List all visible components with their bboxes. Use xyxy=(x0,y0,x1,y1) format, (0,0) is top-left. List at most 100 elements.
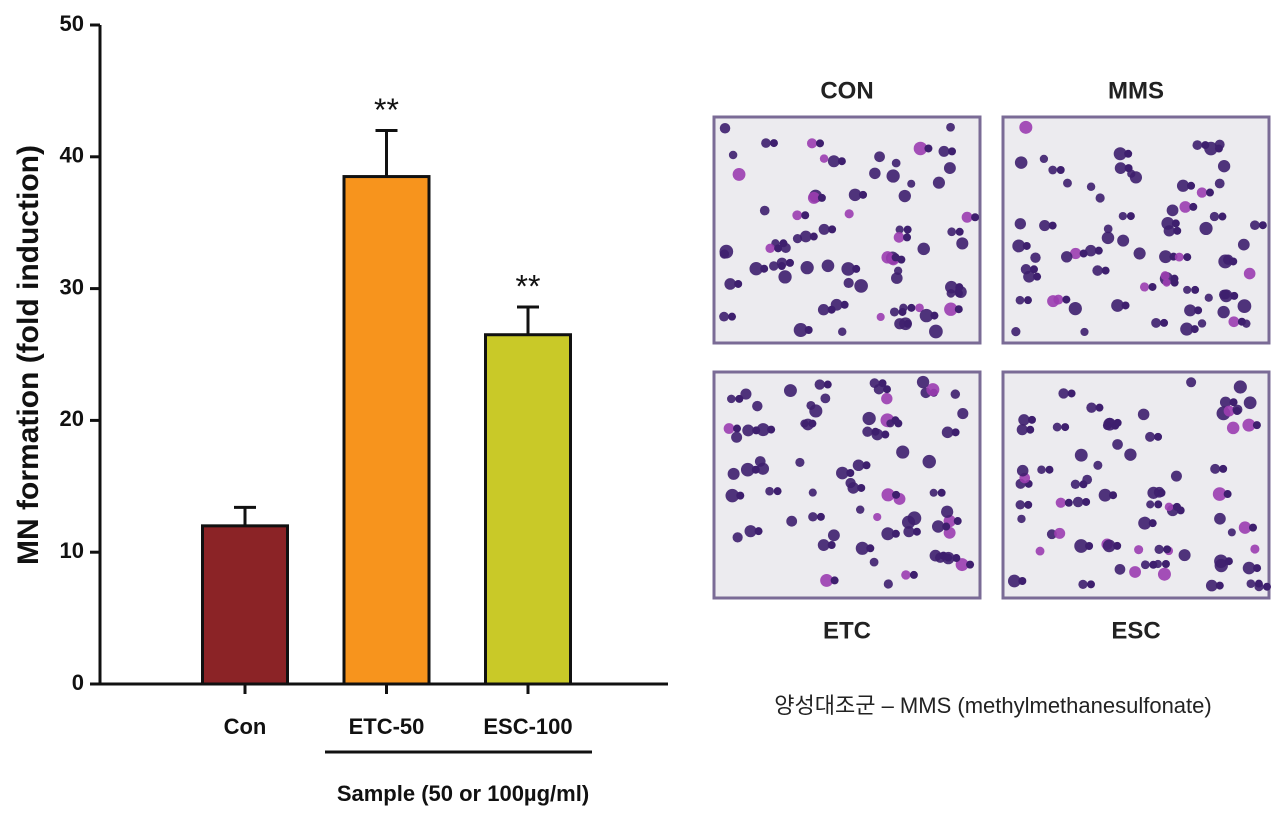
y-tick-label: 50 xyxy=(60,11,84,36)
cell xyxy=(943,162,956,175)
cell xyxy=(1074,448,1088,462)
cell xyxy=(1035,546,1045,556)
cell xyxy=(731,431,743,443)
cell xyxy=(719,311,729,322)
cell xyxy=(1145,431,1156,442)
cell xyxy=(1238,521,1252,534)
cell xyxy=(1082,474,1093,485)
cell xyxy=(898,307,907,316)
cell xyxy=(944,302,958,316)
cell xyxy=(733,424,742,433)
cell xyxy=(892,490,901,499)
y-tick-label: 10 xyxy=(60,538,84,563)
cell xyxy=(1137,408,1150,421)
cell xyxy=(896,445,910,459)
cell xyxy=(1069,247,1082,260)
cell xyxy=(859,190,868,199)
panel-label: ESC xyxy=(1111,617,1160,644)
cell xyxy=(1170,470,1182,482)
cell xyxy=(1250,220,1260,231)
cell xyxy=(881,527,895,541)
cell xyxy=(1170,278,1179,287)
cell xyxy=(1024,500,1033,509)
cell xyxy=(840,300,849,309)
cell xyxy=(1179,201,1192,213)
cell xyxy=(1253,564,1262,573)
cell xyxy=(946,122,955,132)
cell xyxy=(926,383,940,397)
cell xyxy=(817,193,826,202)
cell xyxy=(1192,140,1203,150)
cell xyxy=(881,251,894,264)
cell xyxy=(1224,557,1233,566)
cell xyxy=(785,258,794,267)
cell xyxy=(881,392,893,405)
cell xyxy=(1148,519,1157,528)
cell xyxy=(827,155,840,168)
cell xyxy=(760,264,769,273)
cell xyxy=(1070,479,1081,489)
cell xyxy=(783,384,797,398)
bar xyxy=(342,175,431,686)
cell xyxy=(915,303,924,313)
cell xyxy=(954,286,967,298)
cell xyxy=(924,144,933,153)
cell xyxy=(907,511,922,526)
panel-label: MMS xyxy=(1108,77,1164,104)
cell xyxy=(1019,120,1033,134)
cell xyxy=(1007,574,1021,588)
cell xyxy=(801,418,814,431)
cell xyxy=(1072,496,1084,508)
cell xyxy=(1189,202,1198,211)
cell xyxy=(795,457,805,467)
significance: ** xyxy=(516,269,541,305)
cell xyxy=(838,327,847,336)
cell xyxy=(971,213,980,222)
cell xyxy=(1154,432,1163,441)
cell xyxy=(1232,404,1243,415)
cell xyxy=(820,393,831,404)
cell xyxy=(1129,566,1141,578)
cell xyxy=(1219,396,1232,408)
y-tick-label: 30 xyxy=(60,274,84,299)
cell xyxy=(744,525,757,538)
cell xyxy=(818,223,830,235)
cell xyxy=(1262,582,1271,591)
cell xyxy=(1095,193,1105,203)
cell xyxy=(882,385,891,394)
cell xyxy=(1129,171,1143,184)
cell xyxy=(1210,463,1221,474)
cell xyxy=(881,488,895,502)
cell xyxy=(1186,377,1197,388)
cell xyxy=(1227,528,1236,537)
cell xyxy=(1223,405,1235,417)
cell xyxy=(1030,252,1041,263)
cell xyxy=(1157,567,1171,581)
cell xyxy=(777,262,786,271)
cell xyxy=(931,520,945,533)
cell xyxy=(1154,544,1164,554)
cell xyxy=(799,230,812,243)
cell xyxy=(769,139,778,148)
cell xyxy=(1229,398,1238,407)
cell xyxy=(820,573,834,587)
significance: ** xyxy=(374,92,399,128)
cell xyxy=(724,278,737,290)
cell xyxy=(1067,389,1076,398)
cell xyxy=(1054,527,1066,539)
cell xyxy=(874,151,885,163)
cell xyxy=(1015,295,1025,305)
cell xyxy=(837,157,846,166)
cell xyxy=(1033,272,1042,281)
bar xyxy=(201,524,289,686)
cell xyxy=(1174,252,1184,262)
cell xyxy=(922,454,936,469)
x-axis-label: Sample (50 or 100µg/ml) xyxy=(337,781,589,806)
micrograph-panels xyxy=(712,115,1271,600)
cell xyxy=(1018,576,1027,585)
cell xyxy=(891,158,901,168)
cell xyxy=(1197,319,1207,328)
cell xyxy=(1183,253,1192,262)
cell xyxy=(1173,226,1182,235)
cell xyxy=(1212,487,1227,501)
